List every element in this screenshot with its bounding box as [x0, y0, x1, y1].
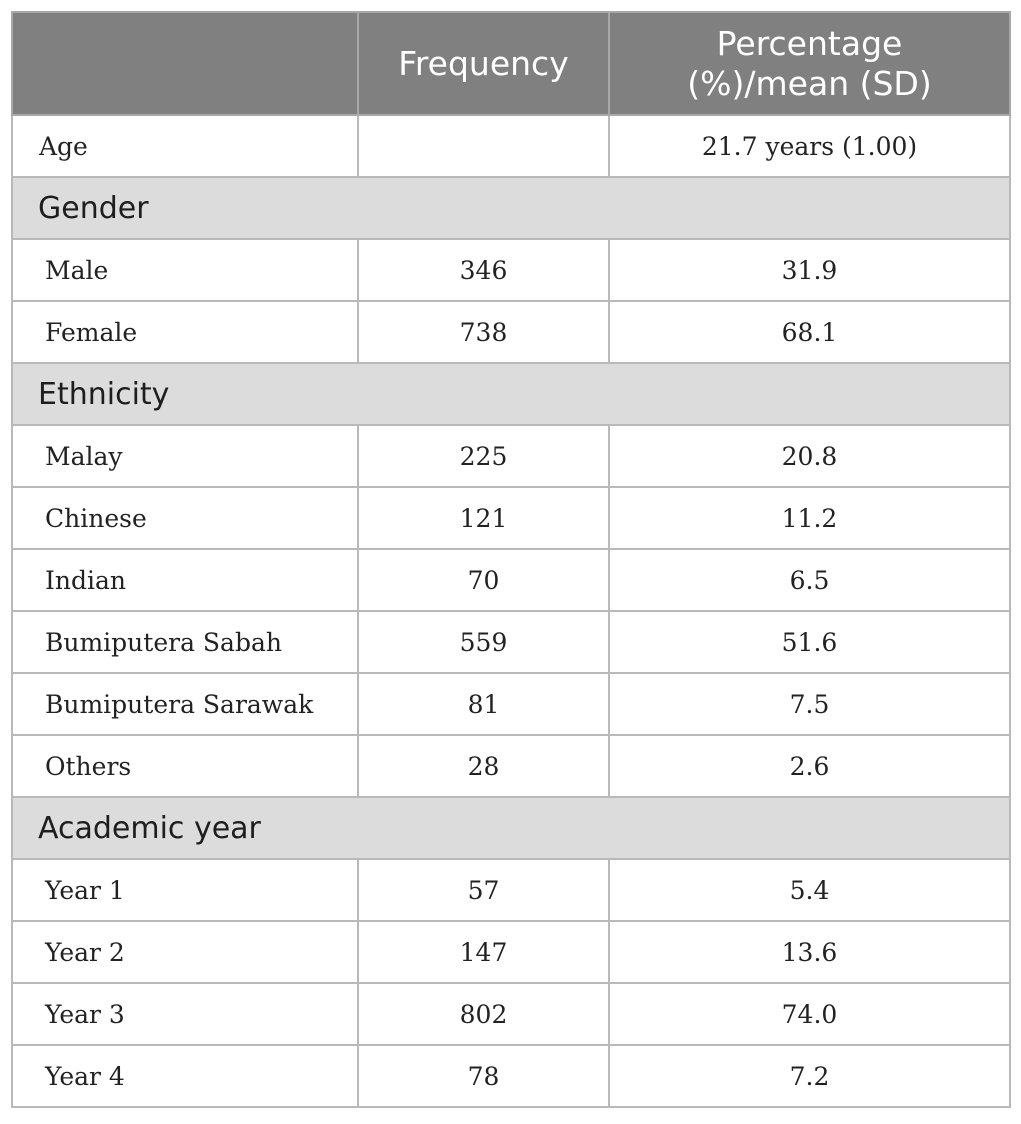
table-header-row: Frequency Percentage (%)/mean (SD): [11, 11, 1011, 116]
frequency-cell: 738: [357, 300, 610, 364]
percentage-cell: 6.5: [608, 548, 1011, 612]
percentage-cell: 5.4: [608, 858, 1011, 922]
frequency-cell: 559: [357, 610, 610, 674]
section-title: Gender: [11, 176, 1011, 240]
percentage-cell: 31.9: [608, 238, 1011, 302]
percentage-cell: 74.0: [608, 982, 1011, 1046]
table-row: Chinese 121 11.2: [11, 486, 1011, 550]
table-row: Year 2 147 13.6: [11, 920, 1011, 984]
section-title: Academic year: [11, 796, 1011, 860]
frequency-cell: 81: [357, 672, 610, 736]
header-percentage-line1: Percentage: [716, 23, 903, 63]
table-row: Female 738 68.1: [11, 300, 1011, 364]
table-row: Indian 70 6.5: [11, 548, 1011, 612]
frequency-cell: 225: [357, 424, 610, 488]
row-label: Bumiputera Sarawak: [11, 672, 359, 736]
section-title: Ethnicity: [11, 362, 1011, 426]
section-row-ethnicity: Ethnicity: [11, 362, 1011, 426]
frequency-cell: [357, 114, 610, 178]
percentage-cell: 51.6: [608, 610, 1011, 674]
header-percentage-line2: (%)/mean (SD): [687, 63, 932, 103]
demographics-table: Frequency Percentage (%)/mean (SD) Age 2…: [11, 11, 1011, 1108]
row-label: Chinese: [11, 486, 359, 550]
frequency-cell: 57: [357, 858, 610, 922]
percentage-cell: 20.8: [608, 424, 1011, 488]
row-label: Year 1: [11, 858, 359, 922]
frequency-cell: 147: [357, 920, 610, 984]
row-label: Year 2: [11, 920, 359, 984]
frequency-cell: 28: [357, 734, 610, 798]
table-row: Bumiputera Sarawak 81 7.5: [11, 672, 1011, 736]
header-frequency: Frequency: [357, 11, 610, 116]
table-row: Year 1 57 5.4: [11, 858, 1011, 922]
frequency-cell: 70: [357, 548, 610, 612]
row-label: Malay: [11, 424, 359, 488]
section-row-gender: Gender: [11, 176, 1011, 240]
percentage-cell: 7.5: [608, 672, 1011, 736]
row-label: Bumiputera Sabah: [11, 610, 359, 674]
section-row-academic-year: Academic year: [11, 796, 1011, 860]
row-label: Year 4: [11, 1044, 359, 1108]
row-label: Female: [11, 300, 359, 364]
table-row: Year 4 78 7.2: [11, 1044, 1011, 1108]
table-row: Male 346 31.9: [11, 238, 1011, 302]
row-label: Others: [11, 734, 359, 798]
table-row: Malay 225 20.8: [11, 424, 1011, 488]
row-label: Age: [11, 114, 359, 178]
row-label: Male: [11, 238, 359, 302]
percentage-cell: 68.1: [608, 300, 1011, 364]
header-percentage: Percentage (%)/mean (SD): [608, 11, 1011, 116]
table-row-age: Age 21.7 years (1.00): [11, 114, 1011, 178]
frequency-cell: 121: [357, 486, 610, 550]
percentage-cell: 21.7 years (1.00): [608, 114, 1011, 178]
percentage-cell: 7.2: [608, 1044, 1011, 1108]
table-row: Year 3 802 74.0: [11, 982, 1011, 1046]
table-row: Bumiputera Sabah 559 51.6: [11, 610, 1011, 674]
header-blank-cell: [11, 11, 359, 116]
percentage-cell: 11.2: [608, 486, 1011, 550]
frequency-cell: 346: [357, 238, 610, 302]
frequency-cell: 802: [357, 982, 610, 1046]
percentage-cell: 2.6: [608, 734, 1011, 798]
table-row: Others 28 2.6: [11, 734, 1011, 798]
percentage-cell: 13.6: [608, 920, 1011, 984]
frequency-cell: 78: [357, 1044, 610, 1108]
row-label: Year 3: [11, 982, 359, 1046]
row-label: Indian: [11, 548, 359, 612]
